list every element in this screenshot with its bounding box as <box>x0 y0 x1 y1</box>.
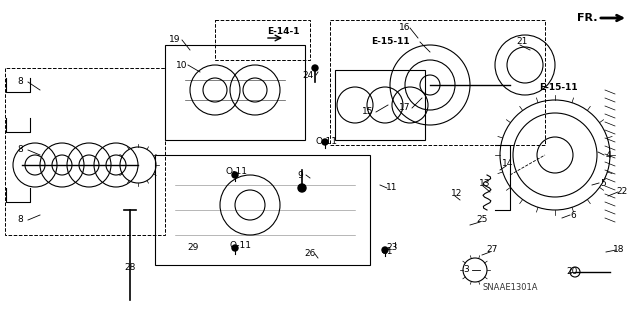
Text: 18: 18 <box>613 246 625 255</box>
Text: 25: 25 <box>476 216 488 225</box>
Text: 10: 10 <box>176 61 188 70</box>
Text: 11: 11 <box>382 248 394 256</box>
Text: SNAAE1301A: SNAAE1301A <box>483 284 538 293</box>
Text: E-15-11: E-15-11 <box>371 38 410 47</box>
Text: 3: 3 <box>463 265 469 275</box>
Text: 19: 19 <box>169 35 180 44</box>
Text: 26: 26 <box>304 249 316 258</box>
Text: 8: 8 <box>17 145 23 154</box>
Text: 22: 22 <box>616 188 628 197</box>
Circle shape <box>322 139 328 145</box>
Circle shape <box>232 245 238 251</box>
Text: 8: 8 <box>17 78 23 86</box>
Text: O-11: O-11 <box>226 167 248 176</box>
Text: 20: 20 <box>566 268 578 277</box>
Text: 29: 29 <box>188 243 198 253</box>
Text: 11: 11 <box>387 183 397 192</box>
Text: 14: 14 <box>502 159 514 167</box>
Text: 4: 4 <box>605 151 611 160</box>
Text: 21: 21 <box>516 38 528 47</box>
Text: 8: 8 <box>17 216 23 225</box>
Text: E-15-11: E-15-11 <box>539 84 577 93</box>
Circle shape <box>312 65 318 71</box>
Text: O-11: O-11 <box>229 241 251 249</box>
Text: 13: 13 <box>479 179 491 188</box>
Circle shape <box>298 184 306 192</box>
Text: 5: 5 <box>600 179 606 188</box>
Text: 9: 9 <box>297 170 303 180</box>
Text: 24: 24 <box>302 70 314 79</box>
Text: 23: 23 <box>387 242 397 251</box>
Text: 6: 6 <box>570 211 576 219</box>
Text: O-11: O-11 <box>315 137 337 146</box>
Circle shape <box>382 247 388 253</box>
Text: E-14-1: E-14-1 <box>267 27 300 36</box>
Text: 17: 17 <box>399 103 411 113</box>
Circle shape <box>232 172 238 178</box>
Text: 12: 12 <box>451 189 463 197</box>
Text: 28: 28 <box>124 263 136 271</box>
Text: 16: 16 <box>399 24 411 33</box>
Text: FR.: FR. <box>577 13 598 23</box>
Text: 15: 15 <box>362 108 374 116</box>
Text: 27: 27 <box>486 246 498 255</box>
